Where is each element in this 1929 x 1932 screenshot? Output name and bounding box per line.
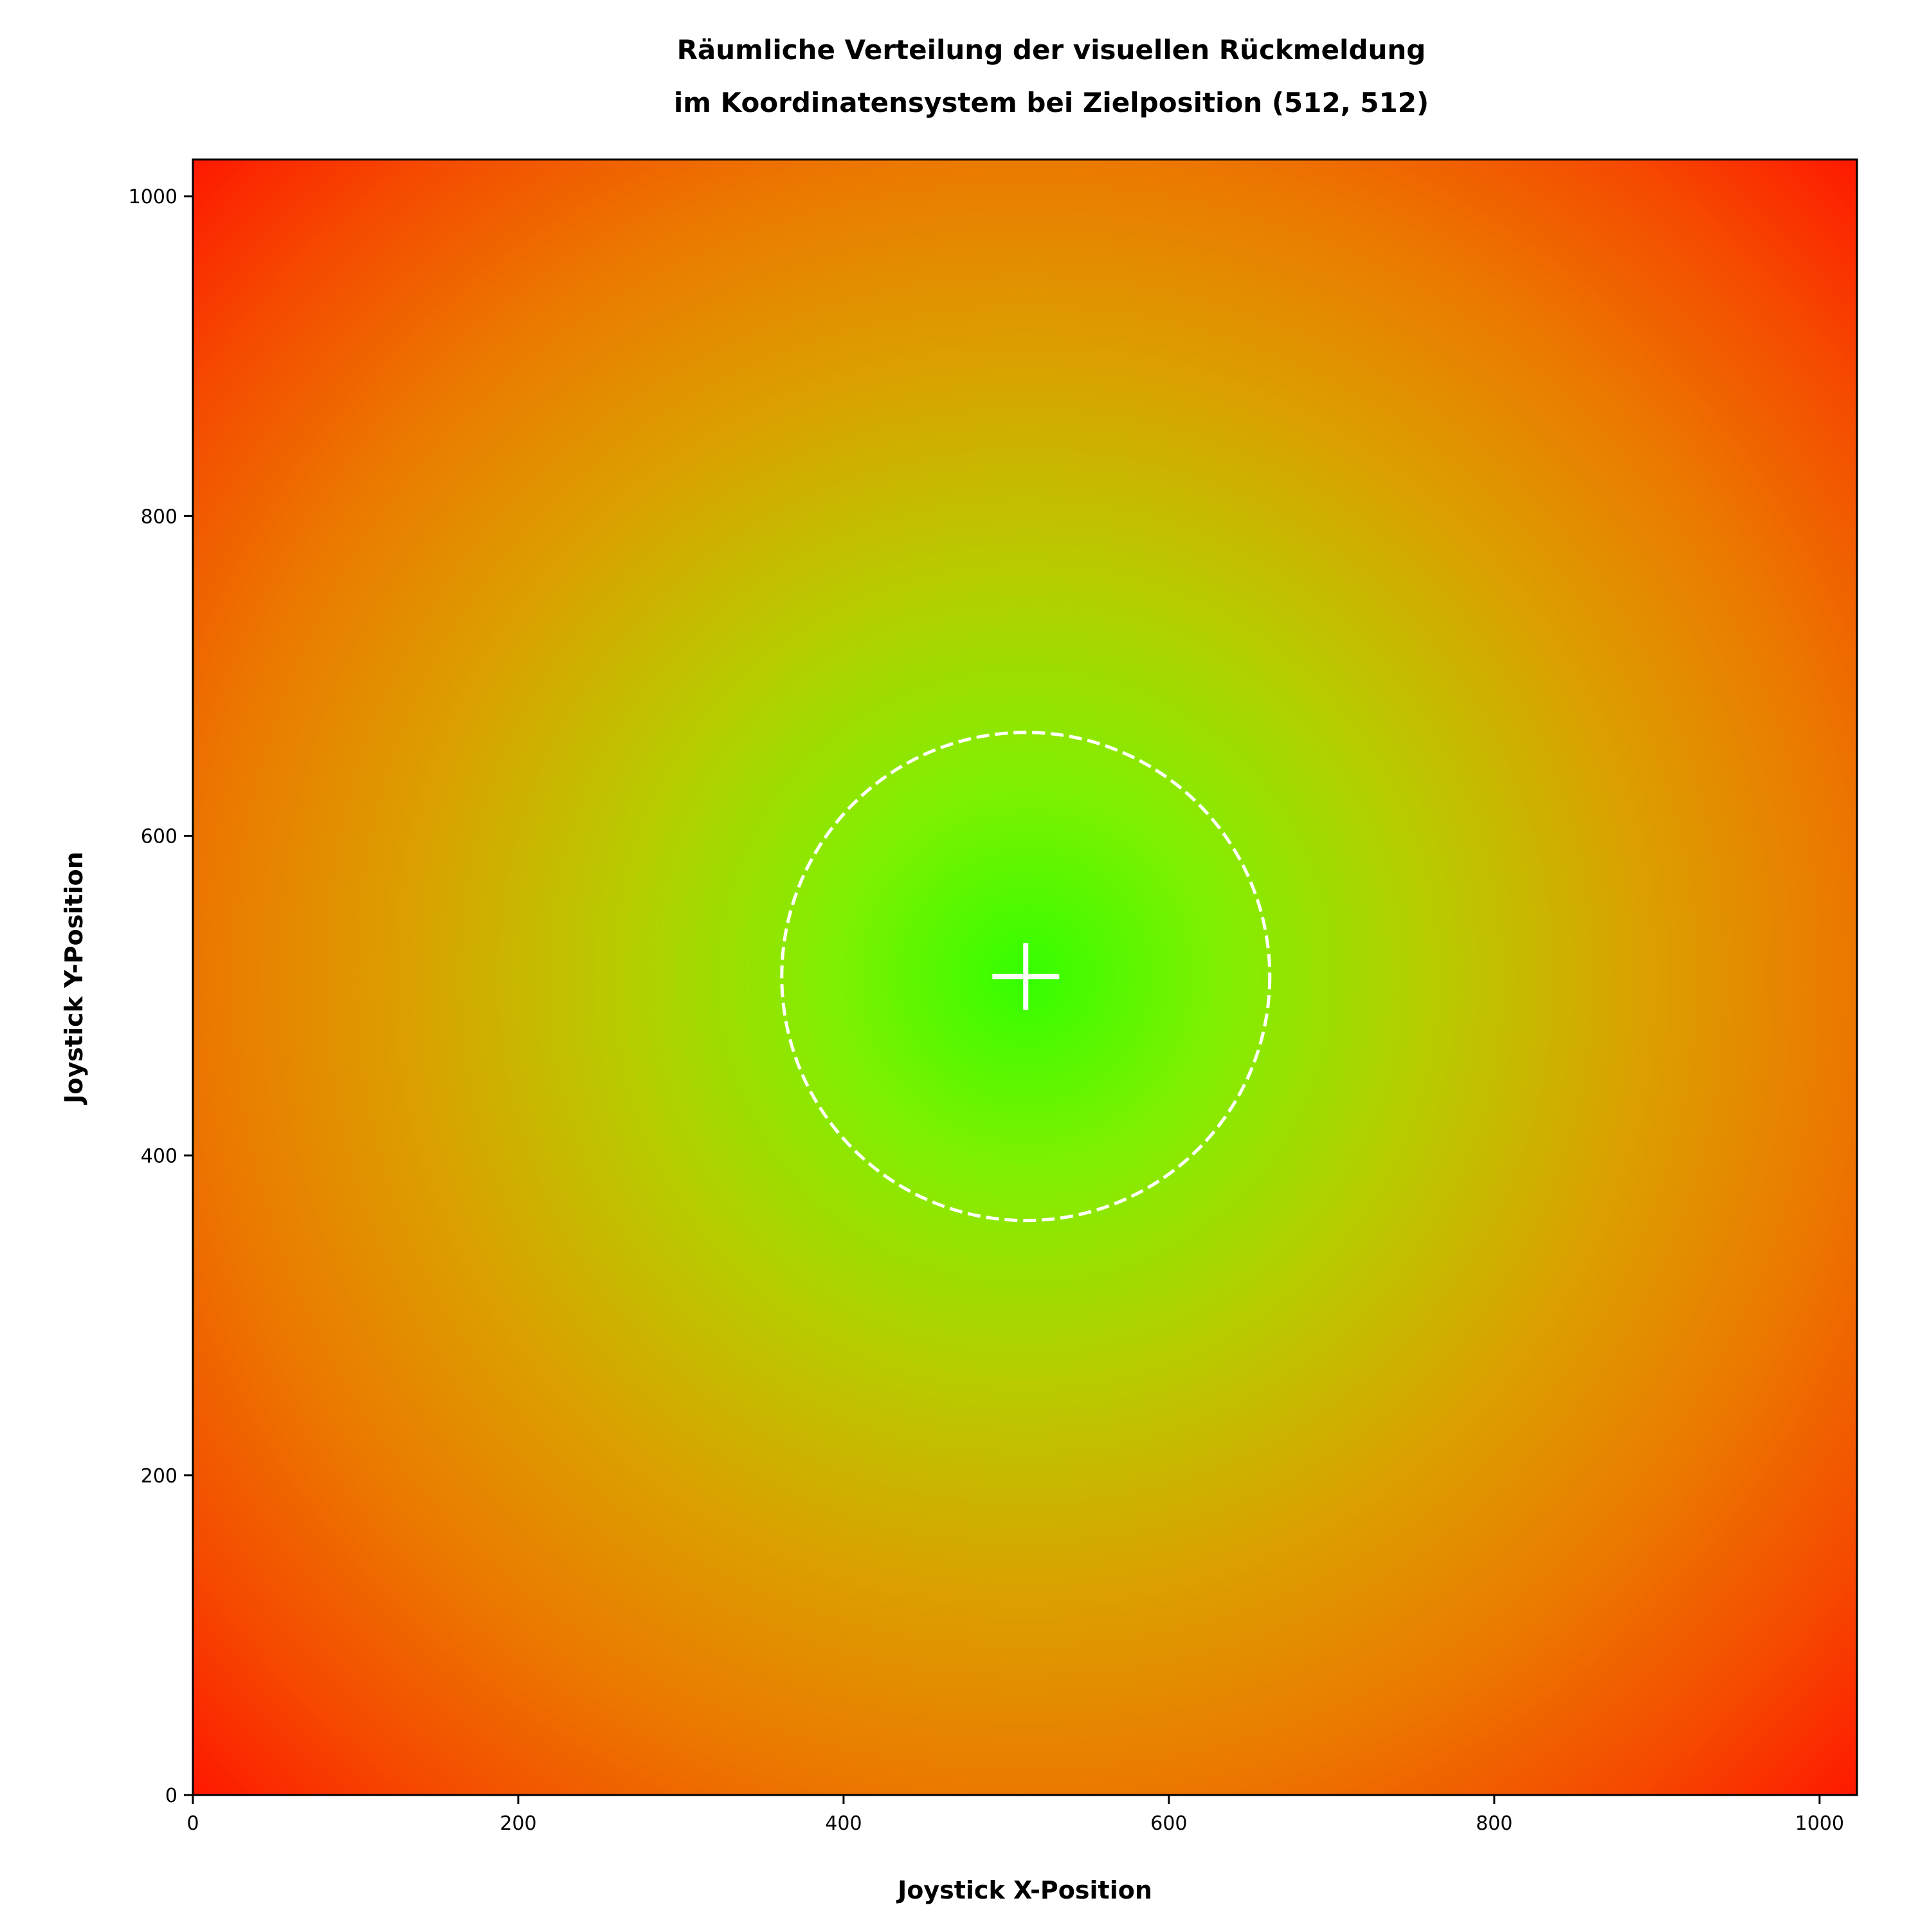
- y-tick-label: 800: [141, 506, 177, 528]
- y-tick-label: 400: [141, 1145, 177, 1168]
- x-tick-label: 800: [1476, 1812, 1512, 1835]
- chart-title-line-2: im Koordinatensystem bei Zielposition (5…: [674, 87, 1429, 118]
- y-tick-label: 200: [141, 1465, 177, 1488]
- x-tick-label: 600: [1150, 1812, 1187, 1835]
- y-axis: 0 200 400 600 800 1000: [129, 186, 193, 1807]
- y-tick-label: 0: [165, 1785, 177, 1807]
- x-axis-label: Joystick X-Position: [896, 1876, 1152, 1904]
- x-tick-label: 0: [186, 1812, 199, 1835]
- y-tick-label: 1000: [129, 186, 177, 208]
- x-tick-label: 200: [500, 1812, 536, 1835]
- y-tick-label: 600: [141, 826, 177, 848]
- x-tick-label: 400: [825, 1812, 862, 1835]
- x-tick-label: 1000: [1795, 1812, 1844, 1835]
- y-axis-label: Joystick Y-Position: [60, 852, 88, 1106]
- target-circle: [780, 731, 1272, 1223]
- chart-title-line-1: Räumliche Verteilung der visuellen Rückm…: [677, 34, 1426, 66]
- x-axis: 0 200 400 600 800 1000: [186, 1795, 1844, 1835]
- target-marker-plus-icon: [992, 943, 1060, 1010]
- plot-frame: [192, 158, 1858, 1796]
